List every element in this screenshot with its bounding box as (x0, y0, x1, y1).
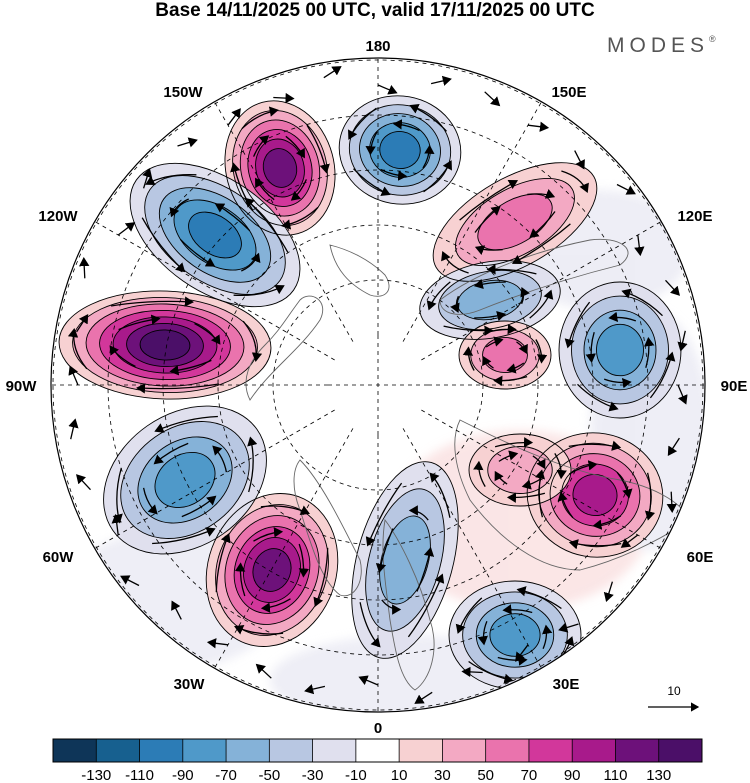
colorbar-swatch (139, 739, 184, 762)
colorbar-swatch (658, 739, 703, 762)
negative-anomaly (449, 581, 581, 689)
colorbar-tick-label: -130 (81, 767, 111, 783)
coastline-bering (329, 244, 390, 297)
coastline-scandinavia (382, 518, 435, 691)
colorbar-swatch (399, 739, 443, 762)
colorbar-tick-label: -70 (215, 767, 237, 783)
positive-anomaly (433, 162, 597, 282)
colorbar-tick-label: 110 (604, 767, 628, 783)
brand-mark: ® (709, 34, 716, 44)
graticule (51, 58, 705, 712)
negative-anomaly (339, 95, 461, 205)
colorbar-swatch (442, 739, 487, 762)
colorbar-swatch (485, 739, 530, 762)
reference-vector-label: 10 (667, 684, 681, 698)
lon-label-30W: 30W (174, 676, 206, 693)
colorbar-swatch (312, 739, 357, 762)
brand-name: MODES (607, 34, 710, 57)
lon-label-90E: 90E (721, 378, 748, 395)
coastline-eurasia (454, 419, 691, 571)
colorbar-swatch (355, 739, 400, 762)
lon-label-60E: 60E (687, 549, 714, 566)
positive-anomaly (59, 290, 271, 400)
lon-label-150E: 150E (551, 84, 586, 101)
colorbar-swatch (528, 739, 573, 762)
modes-logo: MODES® (607, 34, 716, 58)
colorbar-swatch (53, 739, 97, 762)
colorbar-tick-label: 50 (477, 767, 494, 783)
negative-anomaly (559, 282, 681, 418)
lon-label-90W: 90W (6, 378, 38, 395)
colorbar: -130 -110 -90 -70 -50 -30 -10 10 30 50 70 90 110 130 (52, 738, 703, 783)
colorbar-swatch (572, 739, 616, 762)
colorbar-swatch (615, 739, 660, 762)
map-boundary (50, 57, 706, 713)
wind-vectors (67, 66, 688, 704)
colorbar-tick-label: -30 (302, 767, 324, 783)
colorbar-tick-label: 30 (434, 767, 451, 783)
colorbar-tick-label: 130 (646, 767, 671, 783)
colorbar-swatch (226, 739, 270, 762)
colorbar-tick-label: 10 (391, 767, 408, 783)
colorbar-tick-label: 70 (521, 767, 538, 783)
colorbar-swatch (269, 739, 313, 762)
pole-cross (328, 335, 428, 435)
lon-label-180: 180 (365, 38, 390, 55)
map-title: Base 14/11/2025 00 UTC, valid 17/11/2025… (155, 0, 595, 21)
lon-label-120W: 120W (38, 208, 78, 225)
lon-label-0: 0 (374, 720, 382, 737)
colorbar-swatch (96, 739, 140, 762)
colorbar-tick-label: 90 (564, 767, 581, 783)
colorbar-tick-label: -110 (125, 767, 154, 783)
lon-label-30E: 30E (553, 676, 580, 693)
lon-label-60W: 60W (43, 549, 75, 566)
coastline-greenland (293, 459, 362, 597)
lon-label-120E: 120E (677, 208, 712, 225)
colorbar-tick-label: -90 (172, 767, 194, 783)
contour-lines (58, 95, 682, 690)
lon-label-150W: 150W (163, 84, 203, 101)
colorbar-tick-label: -50 (258, 767, 280, 783)
colorbar-tick-label: -10 (345, 767, 367, 783)
colorbar-swatch (182, 739, 227, 762)
